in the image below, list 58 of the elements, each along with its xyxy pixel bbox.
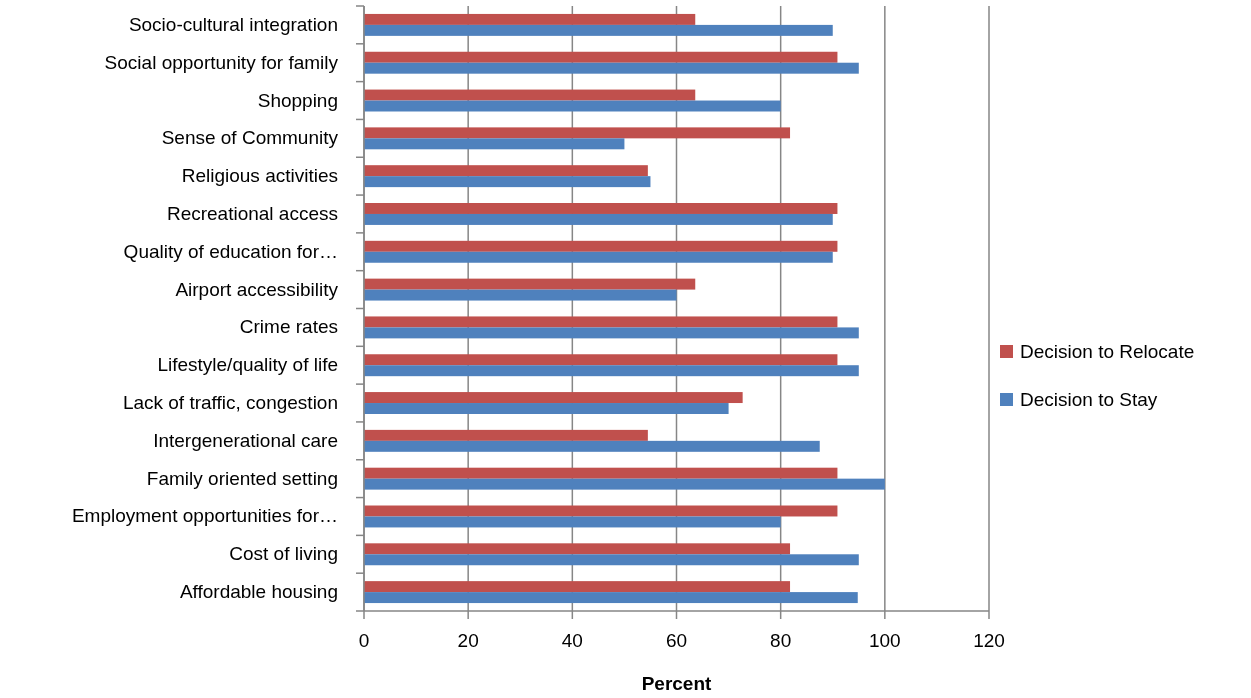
- legend-label: Decision to Relocate: [1020, 341, 1195, 362]
- bar: [364, 203, 838, 214]
- y-tick-label: Socio-cultural integration: [128, 13, 338, 35]
- bar: [364, 581, 791, 593]
- bar: [364, 516, 781, 528]
- y-tick-label: Religious activities: [181, 165, 338, 187]
- bar: [364, 251, 833, 263]
- bar: [364, 327, 859, 339]
- bar: [364, 100, 781, 112]
- y-tick-label: Family oriented setting: [146, 467, 338, 489]
- bar: [364, 165, 648, 177]
- x-tick-label: 60: [665, 630, 688, 651]
- bar: [364, 440, 820, 452]
- bar: [364, 392, 743, 404]
- y-tick-label: Airport accessibility: [175, 278, 339, 300]
- x-tick-label: 120: [973, 630, 1005, 651]
- y-tick-label: Recreational access: [166, 202, 338, 224]
- bar: [364, 543, 791, 555]
- y-tick-label: Sense of Community: [161, 127, 339, 149]
- x-axis-title: Percent: [641, 673, 713, 694]
- y-tick-label: Employment opportunities for…: [71, 505, 338, 527]
- bar: [364, 354, 838, 366]
- bar: [364, 278, 696, 290]
- bar: [364, 429, 648, 441]
- bar: [364, 316, 838, 328]
- y-tick-label: Affordable housing: [179, 581, 338, 603]
- bar: [364, 138, 625, 150]
- bar: [364, 289, 677, 301]
- bar: [364, 403, 729, 414]
- bar: [364, 51, 838, 63]
- y-tick-label: Quality of education for…: [123, 240, 338, 262]
- y-tick-label: Shopping: [257, 89, 338, 111]
- bar: [364, 554, 859, 566]
- y-tick-label: Crime rates: [239, 316, 338, 338]
- y-tick-label: Intergenerational care: [153, 429, 338, 451]
- x-tick-label: 0: [358, 630, 370, 651]
- bar: [364, 478, 885, 490]
- y-tick-label: Lack of traffic, congestion: [122, 392, 338, 414]
- bar: [364, 13, 696, 25]
- bar: [364, 24, 833, 36]
- bar: [364, 176, 651, 188]
- bar: [364, 592, 858, 604]
- y-tick-label: Lifestyle/quality of life: [157, 354, 338, 376]
- bar: [364, 89, 696, 101]
- bar: [364, 62, 859, 74]
- y-tick-label: Social opportunity for family: [104, 51, 339, 73]
- bar: [364, 127, 791, 139]
- x-tick-label: 80: [770, 630, 792, 651]
- legend-label: Decision to Stay: [1020, 389, 1158, 410]
- x-tick-label: 40: [561, 630, 583, 651]
- bar: [364, 240, 838, 252]
- bar: [364, 213, 833, 225]
- bar: [364, 505, 838, 517]
- x-tick-label: 20: [457, 630, 479, 651]
- y-tick-label: Cost of living: [229, 543, 338, 565]
- bar: [364, 365, 859, 377]
- bar: [364, 467, 838, 479]
- x-tick-label: 100: [868, 630, 901, 651]
